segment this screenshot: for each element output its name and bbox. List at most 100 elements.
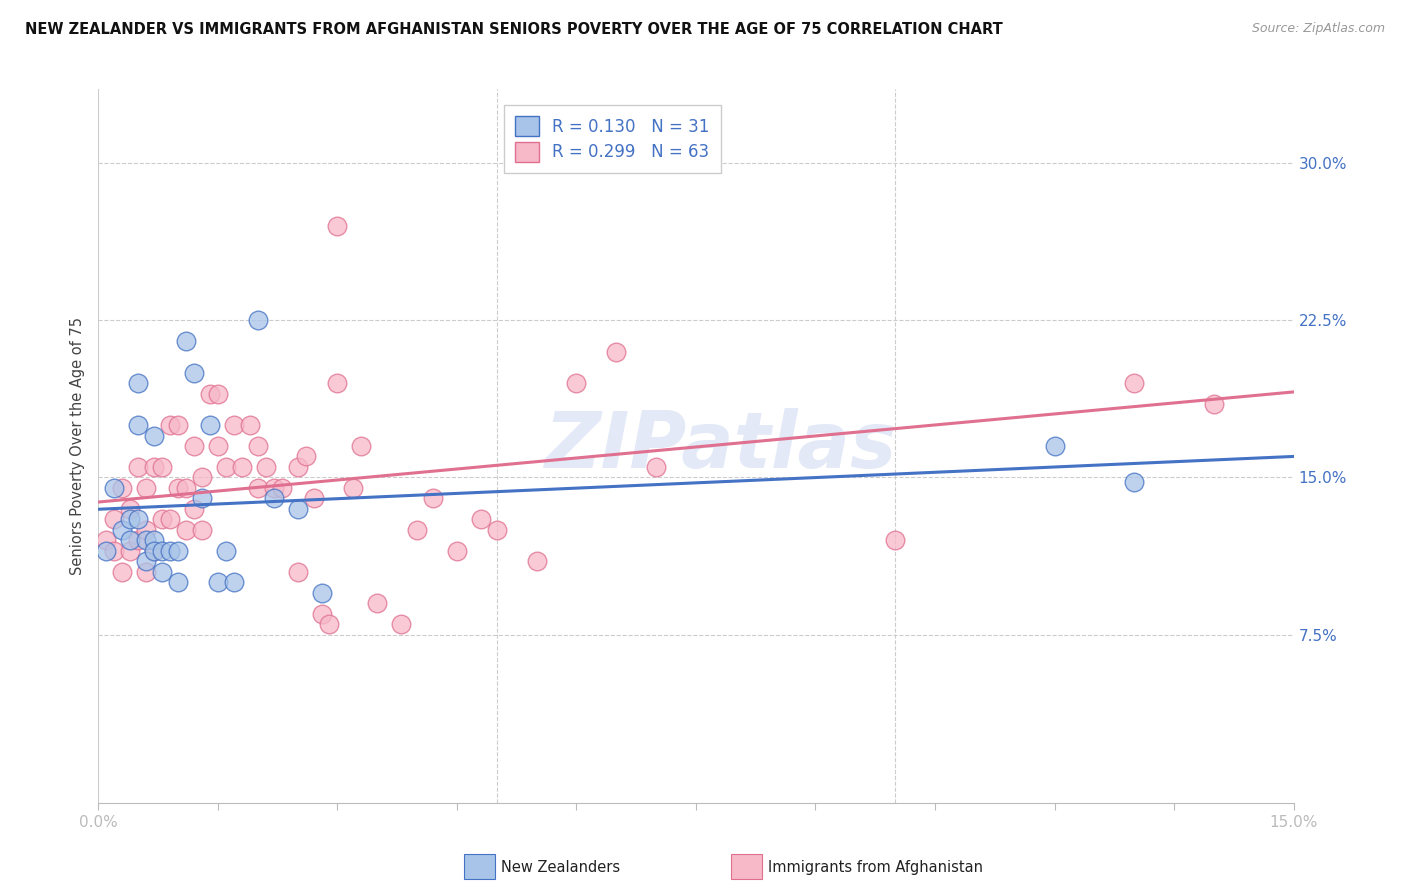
Point bbox=[167, 481, 190, 495]
Point bbox=[246, 481, 269, 495]
Point bbox=[222, 417, 245, 432]
Point bbox=[287, 460, 309, 475]
Point bbox=[198, 417, 221, 432]
Point bbox=[605, 344, 627, 359]
Point bbox=[446, 544, 468, 558]
Point bbox=[120, 544, 142, 558]
Point bbox=[143, 544, 166, 558]
Point bbox=[159, 544, 181, 558]
Point bbox=[246, 439, 269, 453]
Point bbox=[246, 313, 269, 327]
Point bbox=[127, 376, 149, 390]
Point bbox=[127, 417, 149, 432]
Text: ZIPatlas: ZIPatlas bbox=[544, 408, 896, 484]
Point bbox=[103, 512, 125, 526]
Point bbox=[96, 544, 118, 558]
Point bbox=[1202, 397, 1225, 411]
Point bbox=[174, 481, 197, 495]
Point bbox=[207, 386, 229, 401]
Point bbox=[485, 523, 508, 537]
Point bbox=[120, 512, 142, 526]
Point bbox=[1123, 475, 1146, 489]
Point bbox=[191, 470, 214, 484]
Point bbox=[143, 544, 166, 558]
Point bbox=[422, 491, 444, 506]
Point bbox=[326, 376, 349, 390]
Point bbox=[183, 439, 205, 453]
Point bbox=[294, 450, 316, 464]
Point bbox=[150, 460, 173, 475]
Point bbox=[311, 607, 333, 621]
Point bbox=[326, 219, 349, 233]
Point bbox=[509, 113, 531, 128]
Point bbox=[96, 533, 118, 548]
Point bbox=[222, 575, 245, 590]
Point bbox=[174, 334, 197, 348]
Point bbox=[191, 491, 214, 506]
Legend: R = 0.130   N = 31, R = 0.299   N = 63: R = 0.130 N = 31, R = 0.299 N = 63 bbox=[503, 104, 721, 173]
Text: New Zealanders: New Zealanders bbox=[501, 860, 620, 874]
Point bbox=[150, 512, 173, 526]
Point bbox=[103, 481, 125, 495]
Point bbox=[526, 554, 548, 568]
Point bbox=[645, 460, 668, 475]
Point bbox=[135, 533, 157, 548]
Point bbox=[143, 533, 166, 548]
Point bbox=[135, 565, 157, 579]
Point bbox=[231, 460, 253, 475]
Point bbox=[120, 502, 142, 516]
Point bbox=[207, 439, 229, 453]
Point bbox=[120, 533, 142, 548]
Text: NEW ZEALANDER VS IMMIGRANTS FROM AFGHANISTAN SENIORS POVERTY OVER THE AGE OF 75 : NEW ZEALANDER VS IMMIGRANTS FROM AFGHANI… bbox=[25, 22, 1002, 37]
Point bbox=[111, 565, 134, 579]
Point bbox=[215, 544, 238, 558]
Point bbox=[389, 617, 412, 632]
Point bbox=[311, 586, 333, 600]
Point bbox=[159, 512, 181, 526]
Point bbox=[263, 491, 285, 506]
Point bbox=[135, 523, 157, 537]
Point bbox=[342, 481, 364, 495]
Point bbox=[111, 481, 134, 495]
Point bbox=[150, 544, 173, 558]
Point bbox=[191, 523, 214, 537]
Point bbox=[565, 376, 588, 390]
Point bbox=[135, 481, 157, 495]
Point bbox=[270, 481, 292, 495]
Point bbox=[1123, 376, 1146, 390]
Point bbox=[239, 417, 262, 432]
Point bbox=[350, 439, 373, 453]
Text: Immigrants from Afghanistan: Immigrants from Afghanistan bbox=[768, 860, 983, 874]
Point bbox=[150, 565, 173, 579]
Point bbox=[127, 512, 149, 526]
Point bbox=[406, 523, 429, 537]
Text: Source: ZipAtlas.com: Source: ZipAtlas.com bbox=[1251, 22, 1385, 36]
Point bbox=[167, 417, 190, 432]
Point bbox=[470, 512, 492, 526]
Point bbox=[1043, 439, 1066, 453]
Point bbox=[159, 417, 181, 432]
Point bbox=[207, 575, 229, 590]
Point bbox=[127, 533, 149, 548]
Y-axis label: Seniors Poverty Over the Age of 75: Seniors Poverty Over the Age of 75 bbox=[69, 317, 84, 575]
Point bbox=[263, 481, 285, 495]
Point bbox=[254, 460, 277, 475]
Point bbox=[183, 366, 205, 380]
Point bbox=[167, 575, 190, 590]
Point bbox=[167, 544, 190, 558]
Point bbox=[198, 386, 221, 401]
Point bbox=[174, 523, 197, 537]
Point bbox=[111, 523, 134, 537]
Point bbox=[366, 596, 388, 610]
Point bbox=[215, 460, 238, 475]
Point bbox=[302, 491, 325, 506]
Point bbox=[183, 502, 205, 516]
Point bbox=[127, 460, 149, 475]
Point bbox=[143, 460, 166, 475]
Point bbox=[287, 565, 309, 579]
Point bbox=[143, 428, 166, 442]
Point bbox=[318, 617, 340, 632]
Point bbox=[135, 554, 157, 568]
Point bbox=[884, 533, 907, 548]
Point bbox=[103, 544, 125, 558]
